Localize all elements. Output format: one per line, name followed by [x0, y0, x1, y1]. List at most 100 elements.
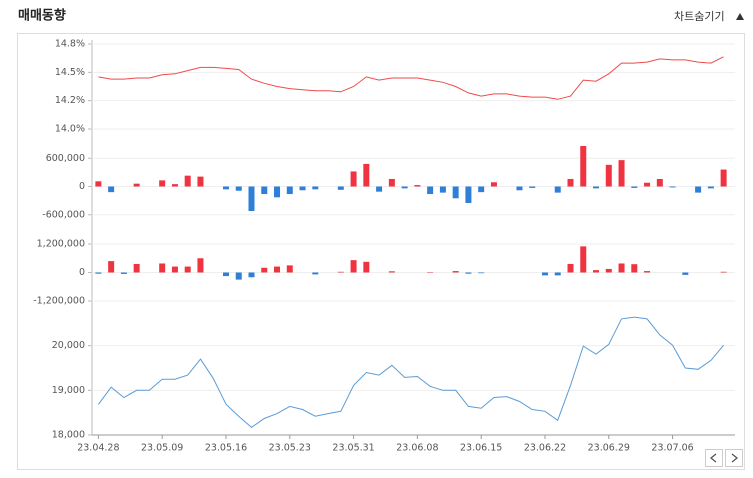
toggle-button[interactable]: 차트숨기기: [674, 10, 744, 23]
bar: [159, 180, 166, 187]
bar: [95, 272, 102, 274]
section-title: 매매동향: [18, 8, 66, 24]
bar: [337, 271, 344, 273]
bar: [644, 271, 651, 273]
bar: [465, 272, 472, 274]
bar: [299, 186, 306, 191]
bar: [516, 186, 523, 191]
bar: [337, 186, 344, 190]
bar: [452, 271, 459, 273]
bar: [235, 272, 242, 280]
bar: [133, 183, 140, 187]
bar: [261, 186, 268, 195]
bar: [171, 266, 178, 273]
x-tick-label: 23.05.23: [269, 443, 311, 454]
bar: [490, 182, 497, 187]
bar: [580, 146, 587, 187]
y-tick-label: 18,000: [52, 430, 85, 441]
bar: [605, 268, 612, 273]
bar: [554, 272, 561, 276]
x-tick-label: 23.05.31: [332, 443, 374, 454]
next-icon[interactable]: [731, 453, 739, 463]
x-tick-label: 23.06.29: [588, 443, 630, 454]
bar: [439, 186, 446, 193]
x-tick-label: 23.05.09: [141, 443, 183, 454]
y-tick-label: 14.0%: [55, 124, 85, 135]
bar: [286, 265, 293, 273]
bar: [452, 186, 459, 199]
bar: [350, 171, 357, 187]
x-tick-label: 23.05.16: [205, 443, 247, 454]
bar: [274, 186, 281, 198]
next-box[interactable]: [725, 449, 743, 467]
bar: [720, 169, 727, 187]
y-tick-label: 14.2%: [55, 95, 85, 106]
line-series: [98, 56, 724, 100]
y-tick-label: 14.5%: [55, 67, 85, 78]
y-tick-label: -1,200,000: [33, 296, 85, 307]
bar: [222, 186, 229, 190]
bar: [184, 266, 191, 273]
bar: [631, 186, 638, 188]
x-tick-label: 23.06.08: [396, 443, 438, 454]
y-tick-label: -600,000: [42, 209, 85, 220]
bar: [248, 272, 255, 278]
bar: [427, 186, 434, 195]
bar: [120, 272, 127, 274]
bar: [478, 186, 485, 193]
bar: [593, 270, 600, 273]
bar: [159, 263, 166, 273]
bar: [656, 178, 663, 187]
bar: [95, 181, 102, 187]
bar: [388, 178, 395, 187]
bar: [286, 186, 293, 195]
y-tick-label: 600,000: [46, 153, 85, 164]
bar: [388, 271, 395, 273]
bar: [108, 186, 115, 193]
chart-frame: [17, 33, 745, 470]
x-tick-label: 23.06.22: [524, 443, 566, 454]
prev-box[interactable]: [705, 449, 723, 467]
bar: [401, 186, 408, 189]
y-tick-label: 20,000: [52, 340, 85, 351]
bar: [184, 175, 191, 187]
toggle-label[interactable]: 차트숨기기: [674, 10, 725, 23]
bar: [274, 266, 281, 273]
bar: [631, 264, 638, 273]
bar: [478, 272, 485, 274]
bar: [567, 178, 574, 187]
bar: [222, 272, 229, 277]
next-button[interactable]: [725, 449, 743, 467]
bar: [580, 246, 587, 273]
bar: [171, 184, 178, 187]
prev-icon[interactable]: [709, 453, 717, 463]
x-tick-label: 23.06.15: [460, 443, 502, 454]
bar: [669, 186, 676, 188]
bar: [108, 261, 115, 273]
bar: [541, 272, 548, 276]
bar: [682, 272, 689, 275]
bar: [618, 263, 625, 273]
y-tick-label: 19,000: [52, 385, 85, 396]
bar: [197, 176, 204, 187]
bar: [248, 186, 255, 211]
bar: [618, 160, 625, 187]
bar: [312, 186, 319, 190]
x-tick-label: 23.04.28: [77, 443, 119, 454]
bar: [261, 267, 268, 273]
bar: [414, 185, 421, 187]
line-series: [97, 316, 724, 429]
bar: [529, 186, 536, 188]
prev-button[interactable]: [705, 449, 723, 467]
bar: [554, 186, 561, 193]
bar: [133, 263, 140, 273]
y-tick-label: 0: [79, 181, 85, 192]
y-tick-label: 0: [79, 267, 85, 278]
bar: [376, 186, 383, 192]
toggle-icon[interactable]: [736, 13, 744, 20]
bar: [235, 186, 242, 191]
x-tick-label: 23.07.06: [651, 443, 693, 454]
y-tick-label: 1,200,000: [37, 239, 85, 250]
